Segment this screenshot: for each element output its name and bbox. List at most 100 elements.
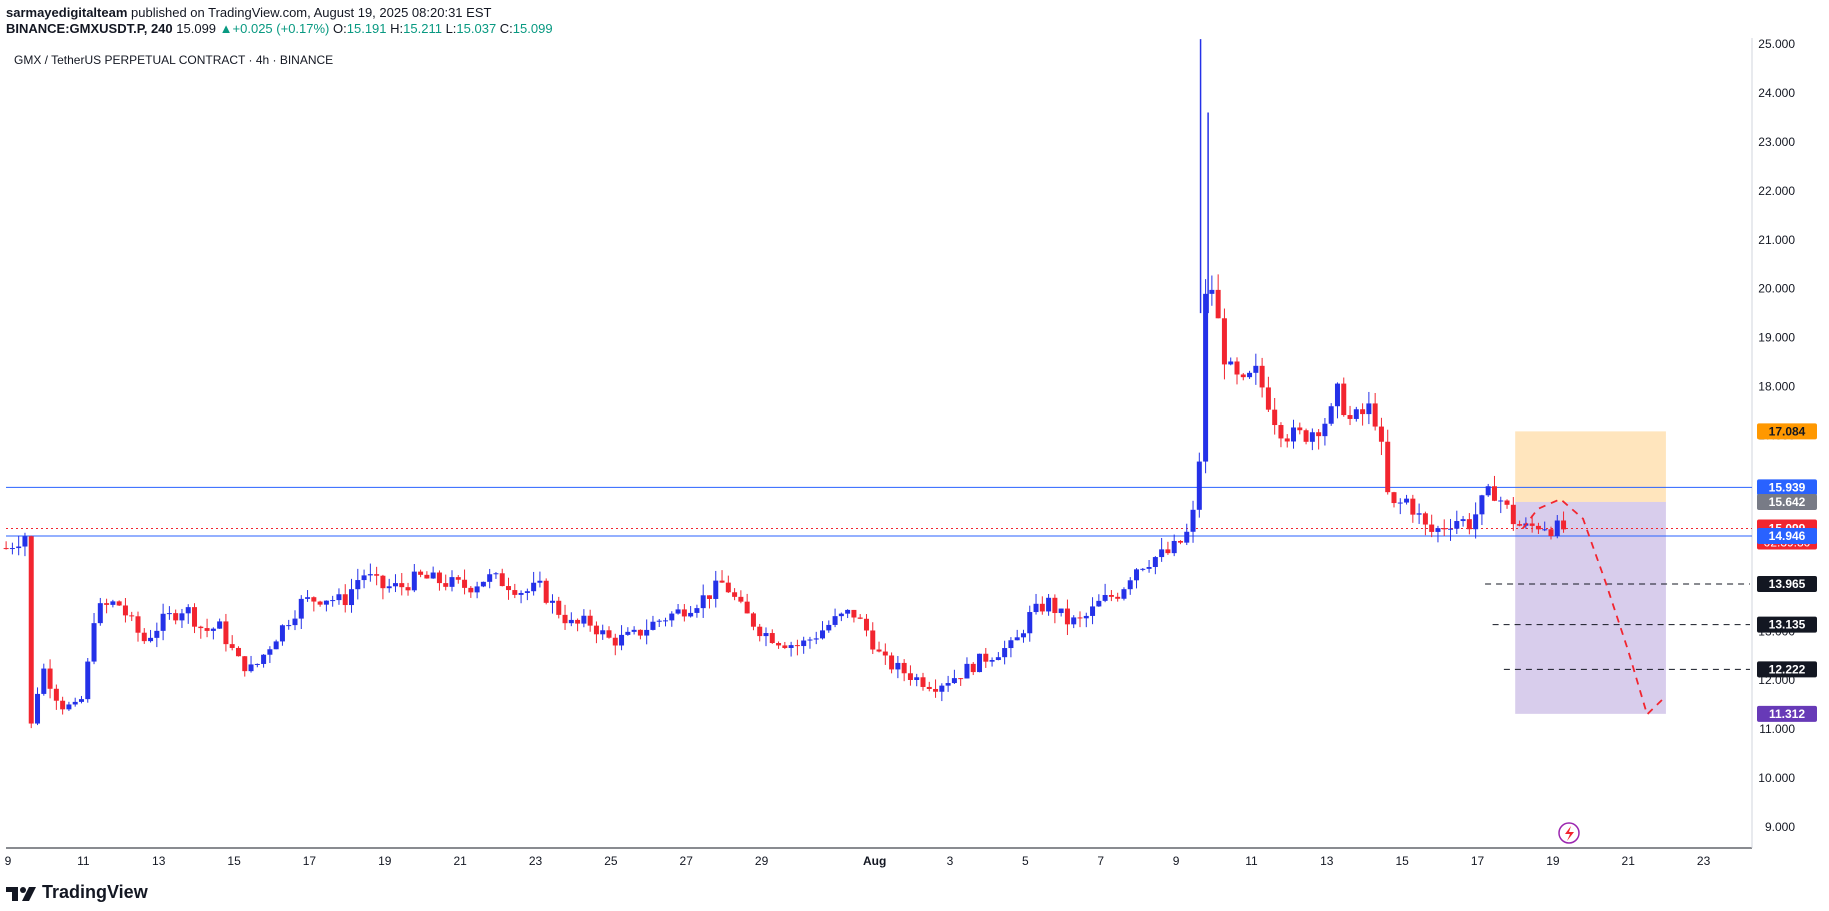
candle-body xyxy=(970,663,976,673)
candle-body xyxy=(1334,383,1340,407)
last-price: 15.099 xyxy=(176,21,217,36)
y-tick-label: 18.000 xyxy=(1758,380,1795,394)
candle-body xyxy=(801,640,807,647)
x-tick-label: 3 xyxy=(947,854,954,868)
candle-body xyxy=(1491,486,1497,501)
candle-body xyxy=(650,621,656,630)
candle-body xyxy=(1272,409,1278,426)
candle-body xyxy=(1071,617,1077,625)
candle-body xyxy=(769,633,775,644)
candle-body xyxy=(832,616,838,625)
candle-body xyxy=(418,571,424,575)
candle-body xyxy=(1498,500,1504,502)
candle-body xyxy=(267,649,273,655)
y-tick-label: 10.000 xyxy=(1758,771,1795,785)
candle-body xyxy=(1159,549,1165,558)
candle-body xyxy=(1209,289,1215,294)
candle-body xyxy=(1448,528,1454,530)
candle-body xyxy=(141,632,147,642)
projection-path xyxy=(1522,498,1663,717)
candle-body xyxy=(468,587,474,593)
candle-body xyxy=(524,591,530,593)
y-tick-label: 23.000 xyxy=(1758,135,1795,149)
candle-body xyxy=(1039,603,1045,612)
candle-body xyxy=(41,668,47,694)
candle-body xyxy=(518,592,524,595)
candle-body xyxy=(1052,597,1058,614)
candle-body xyxy=(813,638,819,640)
target-price-tag-bg xyxy=(1757,616,1817,633)
candle-body xyxy=(1077,617,1083,619)
candle-body xyxy=(1090,606,1096,616)
candle-body xyxy=(104,603,110,605)
candle-body xyxy=(72,701,78,705)
candle-body xyxy=(254,663,260,665)
candle-body xyxy=(1466,519,1472,530)
candle-body xyxy=(3,548,9,550)
x-tick-label: 13 xyxy=(1320,854,1334,868)
change-value: +0.025 (+0.17%) xyxy=(232,21,330,36)
candle-body xyxy=(185,607,191,614)
candle-body xyxy=(663,620,669,622)
candle-body xyxy=(436,572,442,584)
symbol-label: BINANCE:GMXUSDT.P, 240 xyxy=(6,21,173,36)
candle-body xyxy=(1422,513,1428,525)
candle-body xyxy=(311,597,317,602)
candle-body xyxy=(480,581,486,587)
candle-body xyxy=(606,630,612,638)
candle-body xyxy=(217,621,223,629)
y-tick-label: 21.000 xyxy=(1758,233,1795,247)
x-tick-label: 29 xyxy=(755,854,769,868)
candle-body xyxy=(110,601,116,605)
x-tick-label: 21 xyxy=(453,854,467,868)
candle-body xyxy=(35,693,41,724)
candle-body xyxy=(637,629,643,636)
candle-body xyxy=(392,583,398,587)
candle-body xyxy=(744,601,750,614)
candle-body xyxy=(1284,438,1290,442)
candle-body xyxy=(1064,608,1070,625)
candle-body xyxy=(1134,569,1140,581)
candle-body xyxy=(1115,596,1121,599)
candle-body xyxy=(725,582,731,593)
candle-body xyxy=(235,647,241,657)
candle-body xyxy=(1152,557,1158,568)
candle-body xyxy=(1510,504,1516,525)
candle-body xyxy=(22,536,28,547)
candle-body xyxy=(273,641,279,650)
candle-body xyxy=(122,605,128,616)
close-value: 15.099 xyxy=(512,21,553,36)
candle-body xyxy=(945,683,951,686)
candle-body xyxy=(1378,426,1384,442)
low-label: L: xyxy=(445,21,457,36)
candle-body xyxy=(286,625,292,627)
candle-body xyxy=(1247,372,1253,378)
author-name[interactable]: sarmayedigitalteam xyxy=(6,5,128,20)
candle-body xyxy=(430,572,436,579)
candle-body xyxy=(166,613,172,615)
candle-body xyxy=(1033,603,1039,613)
candle-body xyxy=(512,590,518,595)
candle-body xyxy=(876,649,882,652)
candle-body xyxy=(1316,432,1322,437)
y-tick-label: 19.000 xyxy=(1758,331,1795,345)
candle-body xyxy=(154,630,160,638)
target-price-tag: 11.312 xyxy=(1769,707,1805,721)
candle-body xyxy=(160,613,166,631)
target-zone xyxy=(1515,501,1666,714)
candle-body xyxy=(16,546,22,549)
candle-body xyxy=(242,656,248,672)
x-tick-label: 19 xyxy=(378,854,392,868)
x-tick-label: 27 xyxy=(680,854,694,868)
candle-body xyxy=(1014,637,1020,641)
candle-body xyxy=(1485,486,1491,496)
candle-body xyxy=(424,574,430,579)
candle-body xyxy=(78,699,84,702)
candle-body xyxy=(1504,500,1510,505)
x-tick-label: 9 xyxy=(1173,854,1180,868)
candle-body xyxy=(845,609,851,614)
candle-body xyxy=(1108,594,1114,597)
candle-body xyxy=(1121,589,1127,599)
candle-body xyxy=(1278,425,1284,439)
